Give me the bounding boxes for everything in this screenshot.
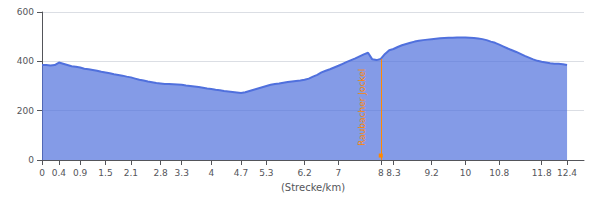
svg-text:6.2: 6.2 [297, 168, 311, 178]
svg-text:5.3: 5.3 [259, 168, 273, 178]
svg-text:0: 0 [39, 168, 45, 178]
svg-text:2.1: 2.1 [124, 168, 138, 178]
svg-text:3.3: 3.3 [175, 168, 189, 178]
svg-text:(Strecke/km): (Strecke/km) [281, 182, 345, 193]
svg-text:11.8: 11.8 [532, 168, 552, 178]
svg-text:4: 4 [209, 168, 215, 178]
svg-text:8.3: 8.3 [386, 168, 400, 178]
svg-text:7: 7 [336, 168, 342, 178]
svg-text:1.5: 1.5 [98, 168, 112, 178]
svg-text:2.8: 2.8 [153, 168, 168, 178]
svg-text:200: 200 [17, 106, 34, 116]
svg-text:10.8: 10.8 [489, 168, 509, 178]
svg-text:0.9: 0.9 [73, 168, 88, 178]
svg-text:600: 600 [17, 7, 34, 17]
svg-text:9.2: 9.2 [424, 168, 438, 178]
svg-text:8: 8 [378, 168, 384, 178]
svg-text:10: 10 [460, 168, 472, 178]
svg-text:0: 0 [28, 155, 34, 165]
svg-text:Raubacher Jockel: Raubacher Jockel [357, 69, 367, 146]
svg-text:12.4: 12.4 [557, 168, 577, 178]
svg-text:400: 400 [17, 56, 34, 66]
svg-text:4.7: 4.7 [234, 168, 248, 178]
svg-text:0.4: 0.4 [52, 168, 67, 178]
